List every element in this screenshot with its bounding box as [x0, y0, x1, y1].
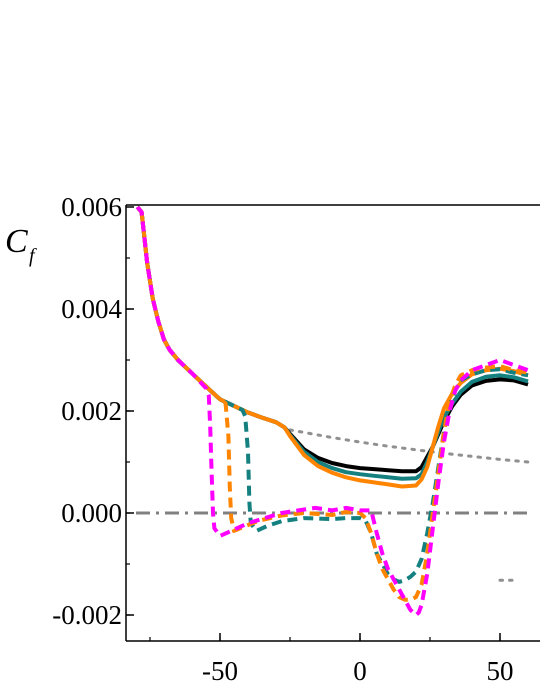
x-tick-label: -50: [202, 656, 238, 686]
x-tick-label: 50: [487, 656, 514, 686]
y-tick-label: 0.000: [61, 498, 122, 528]
series-layer: [135, 205, 530, 617]
series-line-2: [288, 428, 530, 464]
tick-labels: -0.002 0.000 0.002 0.004 0.006 -50 0 50: [52, 192, 513, 686]
series-line-6: [135, 205, 529, 489]
y-tick-label: 0.006: [61, 192, 122, 222]
series-line-4: [135, 205, 529, 474]
series-line-5: [135, 205, 529, 481]
y-tick-label: 0.002: [61, 396, 122, 426]
axes-layer: [125, 204, 540, 642]
series-line-8: [135, 205, 529, 602]
y-axis-label-subscript: f: [29, 245, 37, 267]
y-tick-label: -0.002: [52, 600, 122, 630]
series-line-7: [135, 205, 529, 584]
y-tick-label: 0.004: [61, 294, 122, 324]
series-line-9: [135, 205, 529, 617]
x-tick-label: 0: [353, 656, 367, 686]
y-axis-label-main: C: [5, 223, 28, 260]
y-axis-label: C f: [5, 223, 37, 267]
